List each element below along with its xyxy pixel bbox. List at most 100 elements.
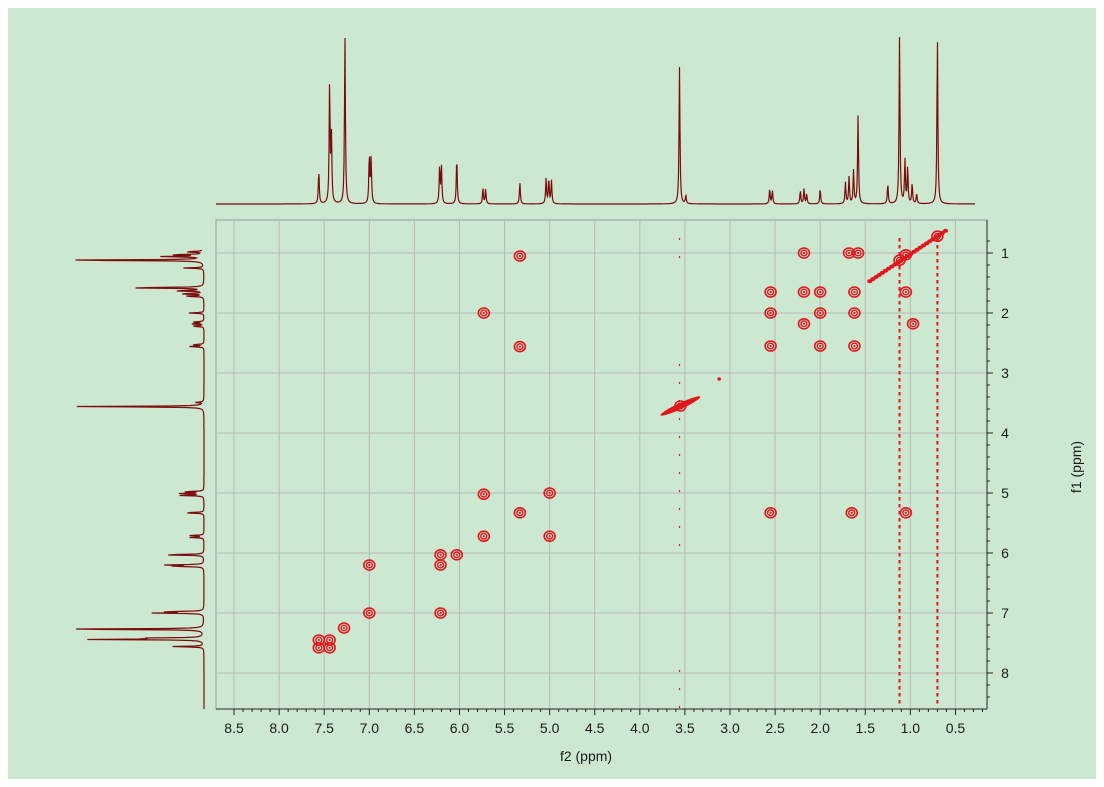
x-tick-label: 1.0	[901, 720, 921, 736]
cross-peak	[797, 247, 811, 259]
x-tick-label: 5.0	[540, 720, 560, 736]
contour-core	[802, 322, 806, 325]
cross-peak	[906, 317, 920, 330]
cross-peak	[477, 530, 491, 543]
t1-noise-streaks	[678, 238, 939, 708]
cross-peak	[362, 559, 376, 571]
contour-core	[368, 611, 371, 615]
contour-outer	[848, 286, 861, 298]
contour-inner	[850, 309, 859, 317]
contour-core	[482, 311, 485, 315]
contour-core	[518, 345, 521, 348]
contour-core	[439, 611, 442, 615]
contour-core	[769, 344, 772, 348]
contour-inner	[816, 288, 824, 296]
contour-core	[455, 553, 458, 556]
contour-core	[904, 511, 907, 514]
contour-outer	[450, 548, 464, 561]
y-tick-label: 2	[1001, 305, 1009, 321]
cross-peak	[899, 286, 913, 298]
contour-outer	[764, 286, 777, 298]
y-tick-label: 4	[1001, 425, 1009, 441]
cross-peak	[845, 506, 859, 519]
contour-core	[819, 344, 822, 348]
contour-core	[679, 404, 682, 408]
contour-inner	[545, 489, 554, 497]
contour-inner	[902, 288, 910, 296]
contour-core	[819, 290, 822, 294]
contour-core	[853, 311, 856, 315]
contour-inner	[516, 509, 524, 517]
contour-inner	[766, 309, 775, 317]
contour-inner	[800, 320, 808, 328]
x-tick-label: 8.0	[269, 720, 289, 736]
cross-peak	[813, 286, 827, 298]
contour-inner	[676, 402, 685, 410]
contour-core	[819, 311, 822, 315]
x-tick-label: 6.0	[450, 720, 470, 736]
cross-peak	[477, 488, 491, 501]
contour-inner	[365, 561, 373, 569]
cross-peak	[362, 607, 376, 619]
cross-peak	[543, 530, 556, 543]
contour-inner	[365, 609, 373, 617]
contour-inner	[766, 509, 775, 517]
contour-core	[482, 535, 485, 538]
contour-core	[856, 251, 860, 255]
contour-inner	[453, 551, 461, 559]
contour-outer	[477, 488, 491, 501]
contour-inner	[325, 644, 334, 652]
contour-core	[328, 638, 331, 642]
cross-peak	[543, 487, 556, 499]
contour-inner	[436, 561, 445, 569]
contour-inner	[480, 532, 488, 540]
contour-core	[847, 251, 851, 255]
contour-inner	[436, 609, 445, 617]
contour-outer	[848, 340, 861, 352]
cross-peak	[899, 249, 913, 261]
contour-outer	[543, 530, 556, 543]
cross-peak	[434, 607, 447, 619]
contour-inner	[766, 342, 775, 350]
contour-core	[769, 311, 772, 315]
x-axis-title: f2 (ppm)	[560, 748, 612, 764]
contour-outer	[813, 307, 827, 319]
contour-core	[328, 646, 331, 649]
contour-inner	[800, 249, 808, 257]
cross-peak	[813, 340, 827, 352]
contour-core	[904, 290, 907, 294]
contour-outer	[434, 548, 447, 561]
contour-core	[548, 535, 551, 538]
cross-peak	[337, 622, 351, 634]
contour-inner	[480, 490, 488, 498]
contour-core	[802, 251, 806, 255]
contour-outer	[899, 286, 913, 298]
y-tick-label: 5	[1001, 485, 1009, 501]
x-tick-label: 4.0	[630, 720, 650, 736]
y-axis-title: f1 (ppm)	[1068, 441, 1084, 493]
contour-outer	[899, 249, 913, 261]
grid	[216, 220, 987, 709]
cross-peak	[813, 307, 827, 319]
contour-inner	[850, 288, 859, 296]
contour-outer	[513, 340, 527, 353]
contour-outer	[899, 506, 913, 519]
cross-peak	[848, 340, 861, 352]
x-tick-label: 3.0	[720, 720, 740, 736]
contour-inner	[545, 532, 554, 540]
contour-outer	[848, 307, 861, 319]
x-tick-label: 0.5	[946, 720, 966, 736]
f2-projection-spectrum	[216, 36, 975, 205]
contour-outer	[362, 607, 376, 619]
contour-inner	[902, 509, 910, 517]
contour-core	[802, 290, 806, 294]
contour-core	[317, 638, 320, 642]
contour-inner	[895, 256, 904, 264]
contour-core	[850, 511, 853, 514]
contour-core	[518, 511, 521, 514]
x-tick-label: 7.0	[360, 720, 380, 736]
contour-core	[317, 646, 320, 649]
contour-outer	[543, 487, 556, 499]
contour-inner	[902, 251, 910, 259]
contour-outer	[674, 400, 687, 412]
